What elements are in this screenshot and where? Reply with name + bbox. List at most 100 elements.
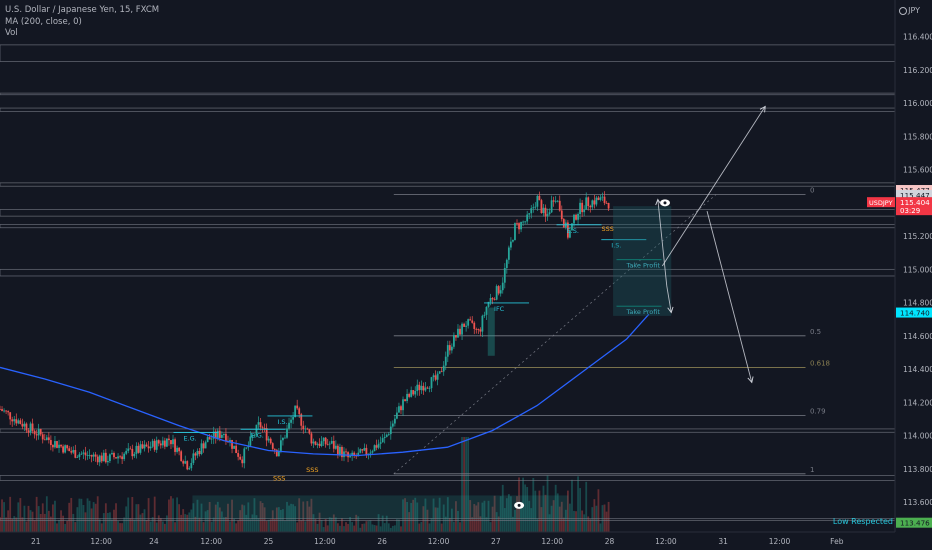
candle-body bbox=[381, 438, 384, 443]
volume-bar bbox=[218, 507, 221, 532]
candle-body bbox=[416, 384, 419, 391]
volume-bar bbox=[444, 516, 447, 532]
volume-bar bbox=[418, 523, 421, 532]
volume-bar bbox=[385, 515, 388, 532]
volume-bar bbox=[259, 501, 262, 532]
candle-body bbox=[202, 443, 205, 449]
candle-body bbox=[316, 443, 319, 445]
volume-bar bbox=[45, 496, 48, 532]
candle-body bbox=[520, 221, 522, 230]
volume-bar bbox=[414, 497, 417, 532]
candle-body bbox=[235, 445, 238, 454]
volume-bar bbox=[277, 507, 280, 532]
volume-bar bbox=[387, 523, 390, 532]
volume-bar bbox=[332, 514, 335, 532]
volume-bar bbox=[237, 520, 240, 532]
candle-body bbox=[516, 223, 518, 224]
volume-bar bbox=[379, 526, 382, 532]
candle-body bbox=[330, 440, 333, 444]
candle-body bbox=[239, 456, 242, 460]
volume-bar bbox=[271, 510, 274, 532]
candle-body bbox=[0, 408, 1, 410]
candle-body bbox=[444, 356, 447, 366]
candle-body bbox=[318, 443, 321, 446]
candle-body bbox=[35, 434, 38, 436]
candle-body bbox=[155, 440, 158, 450]
volume-bar bbox=[312, 514, 315, 532]
candle-body bbox=[275, 449, 278, 457]
volume-bar bbox=[351, 522, 354, 532]
volume-bar bbox=[151, 517, 154, 532]
projection-arrowhead-0 bbox=[759, 105, 766, 113]
volume-bar bbox=[161, 521, 164, 532]
time-tick-6: 26 bbox=[377, 537, 387, 546]
volume-bar bbox=[147, 498, 150, 532]
candle-body bbox=[170, 440, 172, 445]
candle-body bbox=[536, 195, 539, 207]
candle-body bbox=[408, 393, 411, 397]
candle-body bbox=[446, 345, 449, 357]
candle-body bbox=[54, 441, 56, 448]
candle-body bbox=[294, 405, 297, 418]
candle-body bbox=[17, 420, 20, 424]
volume-bar bbox=[391, 525, 394, 532]
candle-body bbox=[198, 450, 201, 455]
volume-bar bbox=[74, 522, 77, 532]
candle-body bbox=[123, 453, 126, 460]
legend-ma: MA (200, close, 0) bbox=[5, 16, 82, 27]
candle-body bbox=[526, 214, 529, 222]
candle-body bbox=[585, 197, 588, 210]
volume-bar bbox=[192, 503, 195, 532]
candle-body bbox=[436, 373, 439, 380]
candle-body bbox=[481, 315, 484, 332]
eye-icon bbox=[659, 199, 670, 207]
volume-bar bbox=[457, 510, 459, 532]
volume-bar bbox=[245, 514, 248, 532]
candle-body bbox=[263, 427, 266, 429]
annotation-label-10: SSS bbox=[601, 225, 613, 233]
currency-label[interactable]: JPY bbox=[899, 6, 920, 15]
volume-bar bbox=[314, 518, 317, 532]
candle-body bbox=[212, 431, 215, 439]
volume-bar bbox=[212, 517, 215, 532]
volume-bar bbox=[477, 502, 480, 532]
volume-bar bbox=[11, 518, 14, 532]
candle-body bbox=[100, 455, 103, 462]
candle-body bbox=[70, 451, 73, 453]
candle-body bbox=[231, 439, 233, 449]
time-axis[interactable]: 21 12:00 24 12:00 25 12:00 26 12:00 27 12:00 28 12:… bbox=[0, 531, 895, 546]
volume-bar bbox=[353, 525, 356, 532]
candle-body bbox=[432, 375, 435, 378]
candle-body bbox=[3, 410, 5, 412]
candle-body bbox=[467, 319, 470, 326]
candle-body bbox=[78, 454, 81, 457]
annotation-label-8: SSS bbox=[273, 474, 285, 482]
candle-body bbox=[601, 196, 604, 198]
volume-bar bbox=[0, 517, 1, 532]
candle-body bbox=[151, 440, 154, 447]
price-axis[interactable]: 116.400 116.200 116.000 115.800 115.600 115.2… bbox=[894, 0, 932, 550]
volume-bar bbox=[84, 512, 87, 532]
candle-body bbox=[577, 213, 579, 220]
candle-body bbox=[379, 442, 382, 444]
candle-body bbox=[332, 440, 335, 449]
volume-bar bbox=[302, 501, 305, 532]
annotation-label-7: Take Profit bbox=[626, 308, 661, 316]
volume-bar bbox=[194, 516, 197, 532]
volume-bar bbox=[398, 519, 400, 532]
candle-body bbox=[267, 438, 270, 441]
candle-body bbox=[363, 447, 366, 451]
candle-body bbox=[47, 437, 50, 441]
volume-bar bbox=[47, 510, 50, 532]
volume-bar bbox=[229, 521, 231, 532]
candle-body bbox=[438, 371, 441, 374]
annotation-label-3: IFC bbox=[494, 305, 505, 313]
volume-bar bbox=[239, 510, 242, 532]
candle-body bbox=[560, 210, 563, 220]
candle-body bbox=[184, 461, 187, 464]
volume-bar bbox=[361, 523, 364, 532]
candle-body bbox=[119, 456, 121, 458]
candle-body bbox=[479, 329, 482, 332]
candle-body bbox=[597, 197, 600, 200]
